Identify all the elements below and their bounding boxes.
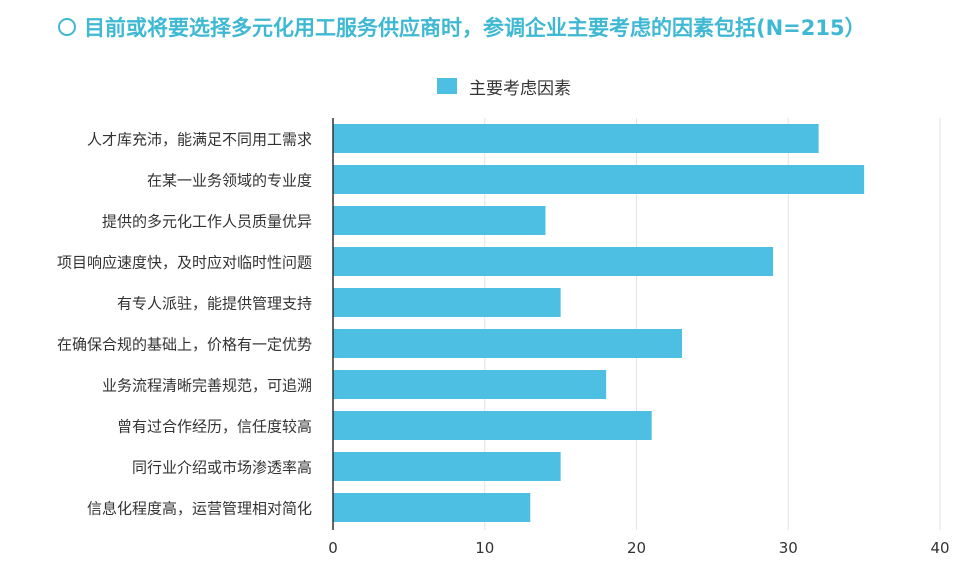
category-label-9: 信息化程度高，运营管理相对简化 xyxy=(87,500,312,518)
chart-title-text: 目前或将要选择多元化用工服务供应商时，参调企业主要考虑的因素包括(N=215） xyxy=(84,16,866,40)
bar-8 xyxy=(333,452,561,481)
bar-7 xyxy=(333,411,652,440)
category-label-7: 曾有过合作经历，信任度较高 xyxy=(117,418,312,436)
x-tick-label-4: 40 xyxy=(930,539,949,557)
x-tick-label-2: 20 xyxy=(627,539,646,557)
category-label-3: 项目响应速度快，及时应对临时性问题 xyxy=(57,254,312,272)
bar-4 xyxy=(333,288,561,317)
category-label-5: 在确保合规的基础上，价格有一定优势 xyxy=(57,336,312,354)
bar-1 xyxy=(333,165,865,194)
bar-5 xyxy=(333,329,683,358)
bar-9 xyxy=(333,493,531,522)
bar-0 xyxy=(333,124,819,153)
x-tick-label-1: 10 xyxy=(475,539,494,557)
legend-swatch xyxy=(437,78,457,94)
category-label-0: 人才库充沛，能满足不同用工需求 xyxy=(87,131,312,149)
category-label-8: 同行业介绍或市场渗透率高 xyxy=(132,459,312,477)
x-tick-label-3: 30 xyxy=(779,539,798,557)
bar-6 xyxy=(333,370,607,399)
bar-2 xyxy=(333,206,546,235)
category-label-2: 提供的多元化工作人员质量优异 xyxy=(102,213,312,231)
bar-3 xyxy=(333,247,774,276)
legend-label: 主要考虑因素 xyxy=(469,78,571,99)
circle-icon xyxy=(58,18,76,36)
category-label-1: 在某一业务领域的专业度 xyxy=(147,172,312,190)
category-label-6: 业务流程清晰完善规范，可追溯 xyxy=(102,377,312,395)
chart-title: 目前或将要选择多元化用工服务供应商时，参调企业主要考虑的因素包括(N=215） xyxy=(58,10,958,44)
legend: 主要考虑因素 xyxy=(437,74,571,99)
category-label-4: 有专人派驻，能提供管理支持 xyxy=(117,295,312,313)
x-tick-label-0: 0 xyxy=(328,539,338,557)
